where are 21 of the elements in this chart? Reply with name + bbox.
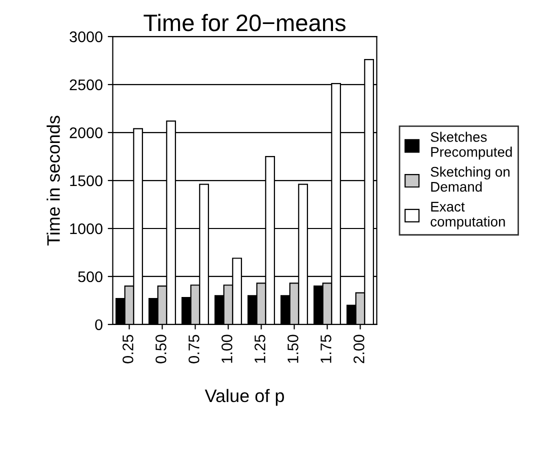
x-tick-label: 1.00 — [222, 334, 232, 363]
y-tick-label: 2500 — [70, 79, 102, 90]
legend-label: Sketching on Demand — [430, 166, 510, 192]
y-tick-label: 3000 — [70, 31, 102, 42]
x-tick-label: 0.75 — [188, 334, 200, 364]
x-tick-label: 2.00 — [354, 334, 364, 364]
x-tick-label: 1.25 — [254, 334, 266, 363]
y-tick-label: 0 — [95, 319, 102, 330]
x-axis-title: Value of p — [204, 388, 284, 406]
y-axis-title: Time in seconds — [46, 116, 60, 246]
y-tick-label: 1500 — [70, 175, 102, 186]
y-tick-label: 500 — [78, 271, 102, 282]
x-tick-label: 1.50 — [288, 334, 298, 363]
y-tick-label: 1000 — [70, 223, 102, 234]
y-tick-label: 2000 — [70, 127, 102, 138]
x-tick-label: 0.25 — [122, 334, 134, 364]
chart-title: Time for 20−means — [144, 14, 346, 32]
x-tick-label: 1.75 — [320, 334, 332, 363]
legend-label: Exact computation — [430, 202, 505, 230]
legend-label: Sketches Precomputed — [430, 132, 512, 160]
x-tick-label: 0.50 — [156, 334, 166, 364]
